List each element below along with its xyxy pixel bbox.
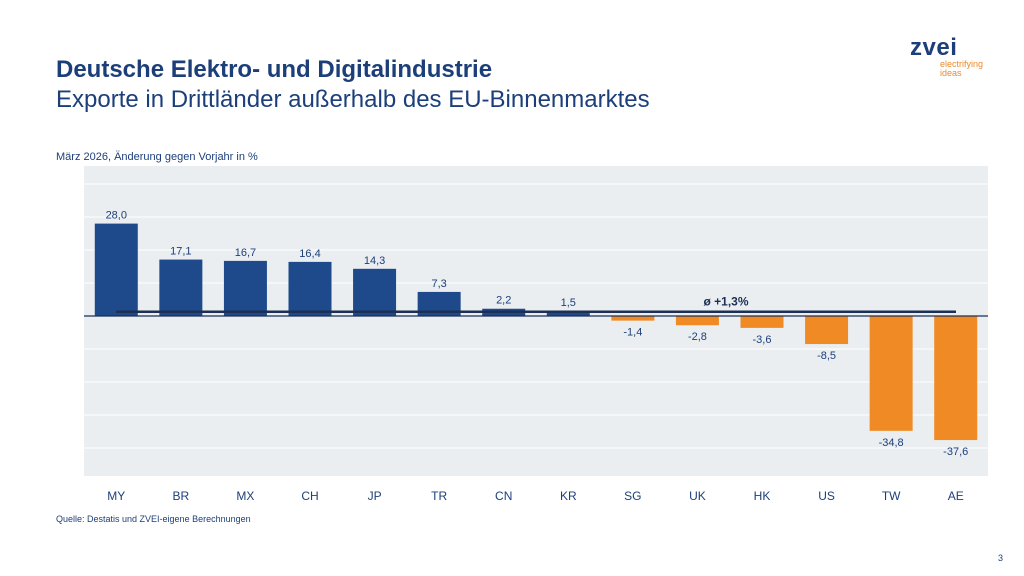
bar-jp <box>353 268 397 316</box>
logo-tagline: electrifying ideas <box>940 60 983 78</box>
data-label: -1,4 <box>623 327 642 339</box>
x-tick-label: TR <box>431 489 447 503</box>
x-tick-label: US <box>818 489 835 503</box>
slide-subtitle: Exporte in Drittländer außerhalb des EU-… <box>56 86 650 113</box>
bar-kr <box>546 311 590 316</box>
bar-my <box>94 223 138 316</box>
bar-mx <box>223 260 267 316</box>
x-tick-label: CN <box>495 489 512 503</box>
bar-ch <box>288 261 332 316</box>
data-label: 1,5 <box>561 297 576 309</box>
data-label: 14,3 <box>364 255 385 267</box>
data-label: 17,1 <box>170 246 191 258</box>
x-tick-label: MX <box>236 489 254 503</box>
x-tick-label: UK <box>689 489 706 503</box>
bar-us <box>805 316 849 345</box>
zvei-logo: zvei electrifying ideas <box>910 34 1000 84</box>
bar-chart: 28,0 MY 17,1 BR 16,7 MX 16,4 CH 14,3 JP 7,3 TR 2,2 CN… <box>84 166 988 503</box>
logo-tagline-line-2: ideas <box>940 68 962 78</box>
bar-uk <box>675 316 719 326</box>
data-label: -3,6 <box>753 334 772 346</box>
source-note: Quelle: Destatis und ZVEI-eigene Berechn… <box>56 514 251 524</box>
x-tick-label: AE <box>948 489 964 503</box>
data-label: -34,8 <box>879 437 904 449</box>
x-tick-label: HK <box>754 489 771 503</box>
data-label: 2,2 <box>496 295 511 307</box>
bar-ae <box>934 316 978 441</box>
x-tick-label: KR <box>560 489 577 503</box>
bar-br <box>159 259 203 316</box>
data-label: 28,0 <box>106 210 127 222</box>
plot-area <box>84 166 988 476</box>
data-label: -2,8 <box>688 331 707 343</box>
bar-sg <box>611 316 655 321</box>
x-tick-label: TW <box>882 489 901 503</box>
page-number: 3 <box>998 553 1004 563</box>
average-label: ø +1,3% <box>703 295 748 309</box>
x-tick-label: JP <box>368 489 382 503</box>
x-tick-label: MY <box>107 489 125 503</box>
bar-hk <box>740 316 784 328</box>
x-tick-label: BR <box>173 489 190 503</box>
x-tick-label: SG <box>624 489 641 503</box>
data-label: 16,7 <box>235 247 256 259</box>
data-label: -37,6 <box>943 446 968 458</box>
logo-wordmark: zvei <box>910 34 958 61</box>
data-label: -8,5 <box>817 350 836 362</box>
data-label: 16,4 <box>299 248 320 260</box>
chart-caption: März 2026, Änderung gegen Vorjahr in % <box>56 151 258 163</box>
logo-tagline-line-1: electrifying <box>940 59 984 69</box>
slide-title: Deutsche Elektro- und Digitalindustrie <box>56 56 493 83</box>
data-label: 7,3 <box>431 278 446 290</box>
bar-tw <box>869 316 913 431</box>
x-tick-label: CH <box>301 489 318 503</box>
